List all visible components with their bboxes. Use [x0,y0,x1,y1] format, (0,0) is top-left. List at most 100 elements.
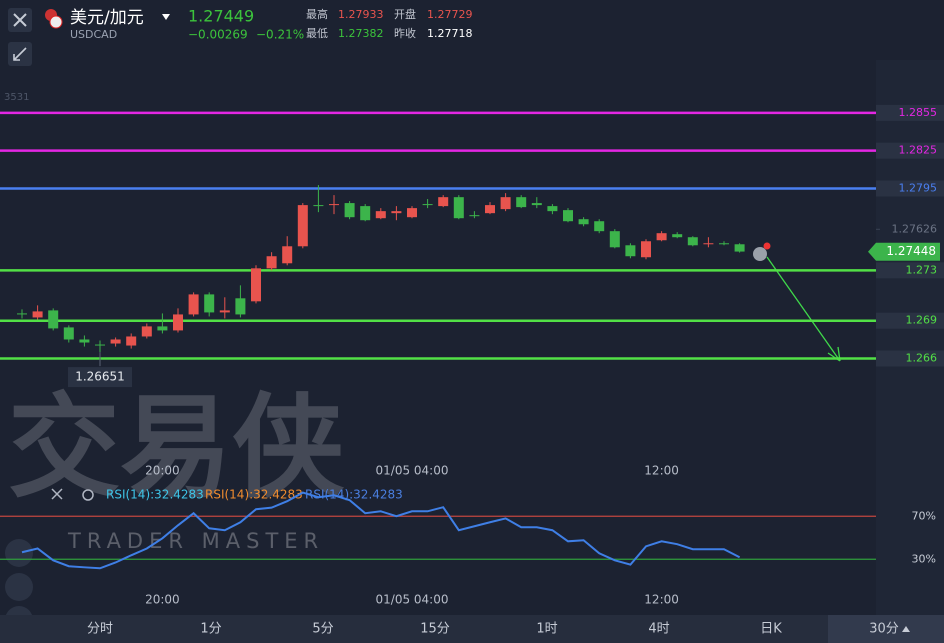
candle-body [344,203,355,218]
candle-body [516,197,527,208]
level-label: 1.2795 [899,181,938,194]
x-tick-label: 12:00 [644,593,679,607]
tab[interactable]: 4时 [648,622,669,637]
symbol: USDCAD [70,28,117,41]
stat-label: 最低 [306,27,328,40]
candle-body [547,206,558,212]
candle-body [188,294,199,315]
candle-body [391,211,402,214]
candle-body [672,234,683,238]
tab[interactable]: 30分 [869,622,899,637]
candle-body [719,243,729,245]
tab[interactable]: 5分 [312,622,333,637]
level-label-box [876,142,944,159]
candle-body [251,268,261,302]
stat-value: 1.27729 [427,8,473,21]
candle-body [297,205,308,247]
change-pct: −0.21% [256,28,304,42]
level-label-box [876,350,944,367]
watermark: 交易侠 [8,383,345,513]
candle-body [95,344,105,346]
candle-body [126,336,137,346]
candle-body [485,205,495,214]
stat-value: 1.27382 [338,27,384,40]
level-label-box [876,104,944,121]
active-tab[interactable] [828,615,944,643]
candle-body [656,233,667,241]
candle-body [360,206,371,221]
candle-body [329,204,339,206]
tab[interactable]: 分时 [87,622,113,637]
x-tick-label: 12:00 [644,464,679,478]
x-tick-label: 20:00 [145,464,180,478]
candle-body [438,197,449,207]
candle-body [110,339,121,344]
rsi-close[interactable] [51,488,63,500]
candle-body [422,204,433,206]
rsi-line [21,491,741,570]
x-tick-label: 01/05 04:00 [376,464,449,478]
last-price: 1.27448 [886,244,936,258]
candle-body [17,313,27,315]
candle-body [313,205,324,207]
level-label: 1.2855 [899,106,938,119]
stat-value: 1.27933 [338,8,384,21]
last-price-badge [868,242,940,261]
candle-body [531,203,542,206]
low-box [68,367,132,388]
tab-arrow [902,626,910,632]
level-label: 1.269 [906,314,938,327]
level-label-box [876,262,944,279]
y-tick-label: 30% [912,552,936,565]
candle-body [407,208,417,218]
candle-body [48,310,59,329]
level-label: 1.266 [906,352,938,365]
dropdown[interactable] [162,14,170,20]
candle-body [500,197,511,210]
watermark-en: TRADER MASTER [67,529,324,553]
candle-body [157,326,168,331]
legend-entry: RSI(14):32.4283 [106,488,204,502]
candle-body [173,314,183,331]
candle-body [282,246,293,264]
candle-body [625,245,636,257]
level-label: 1.273 [906,263,938,276]
candle-body [32,311,43,318]
rsi-settings[interactable] [82,489,94,501]
shrink-icon [13,47,27,61]
legend-entry: RSI(14):32.4283 [305,488,403,502]
candle-body [266,256,277,269]
tab[interactable]: 1分 [200,622,221,637]
tab[interactable]: 1时 [536,622,557,637]
tab-bar [0,615,944,643]
candle-body [204,294,215,313]
change: −0.00269 [188,28,248,42]
stat-label: 最高 [306,7,328,21]
candle-body [375,211,386,219]
close-icon [13,13,27,27]
tool-button[interactable] [5,539,33,567]
candle-body [469,215,480,217]
stat-label: 开盘 [394,7,416,21]
flag-ca [49,15,63,29]
level-label: 1.2825 [899,144,938,157]
candle-body [63,327,74,340]
candle-body [219,310,230,313]
tool-button[interactable] [5,573,33,601]
candle-body [594,221,605,232]
y-tick-label: 70% [912,509,936,522]
alert-dot [763,242,771,250]
candle-body [141,326,152,337]
level-label-box [876,312,944,329]
tab[interactable]: 日K [760,622,782,637]
price: 1.27449 [188,7,254,26]
x-tick-label: 01/05 04:00 [376,593,449,607]
info-icon[interactable] [753,247,767,261]
candle-body [703,243,714,245]
side-label: 3531 [4,92,29,103]
y-tick-label: 1.27626 [892,222,938,235]
candle-body [79,339,90,343]
candle-body [578,219,589,225]
tab[interactable]: 15分 [420,622,450,637]
